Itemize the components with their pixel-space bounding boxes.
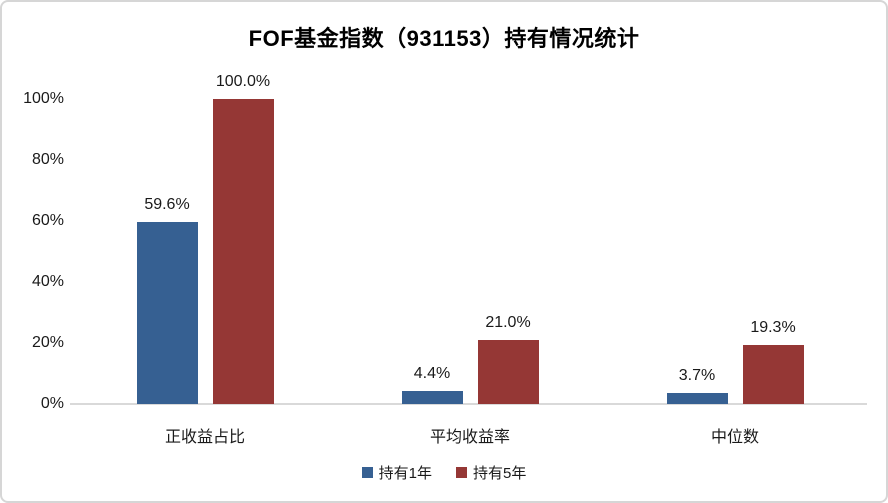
legend: 持有1年 持有5年: [2, 462, 886, 483]
bar-持有5年-正收益占比: [212, 99, 274, 404]
chart-title: FOF基金指数（931153）持有情况统计: [248, 26, 640, 51]
bar-value-label: 19.3%: [750, 319, 796, 337]
y-tick-label: 60%: [31, 212, 64, 229]
legend-label: 持有1年: [378, 465, 432, 482]
category-label: 中位数: [710, 429, 759, 446]
bar-value-label: 4.4%: [413, 364, 451, 382]
bar-持有1年-平均收益率: [401, 390, 463, 404]
bar-value-label: 59.6%: [144, 196, 190, 214]
bar-持有5年-平均收益率: [477, 339, 539, 404]
legend-swatch: [361, 467, 373, 478]
legend-item-持有5年: 持有5年: [456, 462, 526, 483]
y-tick-label: 100%: [23, 90, 64, 107]
y-tick-label: 80%: [31, 151, 64, 168]
category-label: 平均收益率: [429, 429, 510, 446]
bar-持有5年-中位数: [742, 345, 804, 404]
y-tick-label: 40%: [31, 273, 64, 290]
category-label: 正收益占比: [164, 429, 245, 446]
bar-持有1年-正收益占比: [136, 222, 198, 404]
bar-value-label: 21.0%: [485, 313, 531, 331]
bar-value-label: 100.0%: [215, 73, 271, 90]
legend-item-持有1年: 持有1年: [361, 462, 432, 483]
legend-label: 持有5年: [473, 465, 527, 482]
legend-swatch: [456, 467, 467, 478]
bar-持有1年-中位数: [666, 392, 728, 404]
x-axis-line: [70, 403, 867, 405]
y-tick-label: 0%: [40, 395, 64, 412]
y-tick-label: 20%: [31, 334, 64, 351]
bar-value-label: 3.7%: [678, 366, 716, 384]
